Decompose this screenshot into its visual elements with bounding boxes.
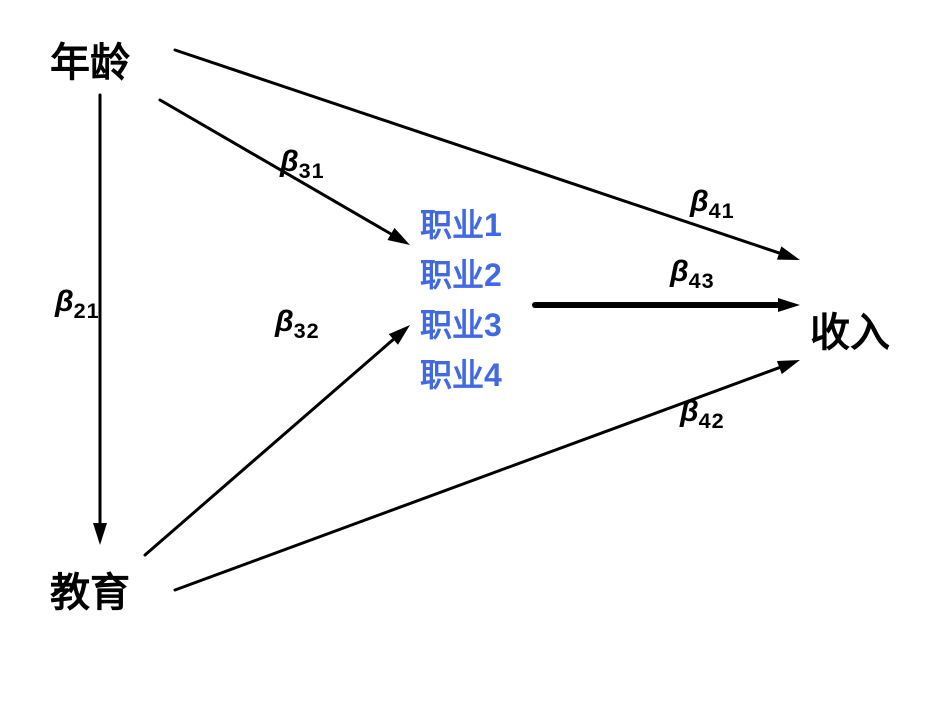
node-education-label: 教育 bbox=[50, 571, 130, 615]
node-occupation-3: 职业3 bbox=[420, 300, 502, 346]
edge-label-beta-41: β41 bbox=[690, 185, 735, 224]
edge-label-beta-21: β21 bbox=[55, 285, 100, 324]
edge-label-beta-32: β32 bbox=[275, 305, 320, 344]
arrowhead-e31 bbox=[387, 228, 410, 245]
node-income: 收入 bbox=[810, 300, 890, 358]
arrowhead-e43 bbox=[778, 298, 800, 312]
edge-e32 bbox=[145, 334, 400, 555]
node-occupation-2: 职业2 bbox=[420, 250, 502, 296]
edge-label-beta-42: β42 bbox=[680, 395, 725, 434]
edge-label-beta-43: β43 bbox=[670, 255, 715, 294]
edge-label-beta-31: β31 bbox=[280, 145, 325, 184]
node-occ1-label: 职业1 bbox=[420, 207, 502, 243]
node-education: 教育 bbox=[50, 560, 130, 618]
node-occupation-4: 职业4 bbox=[420, 350, 502, 396]
arrowhead-e42 bbox=[777, 360, 800, 374]
node-occupation-1: 职业1 bbox=[420, 200, 502, 246]
arrowhead-e41 bbox=[777, 246, 800, 260]
node-occ4-label: 职业4 bbox=[420, 357, 502, 393]
arrowhead-e21 bbox=[93, 523, 107, 545]
node-income-label: 收入 bbox=[810, 311, 890, 355]
arrowhead-e32 bbox=[389, 325, 410, 345]
node-age-label: 年龄 bbox=[50, 41, 130, 85]
node-age: 年龄 bbox=[50, 30, 130, 88]
node-occ3-label: 职业3 bbox=[420, 307, 502, 343]
node-occ2-label: 职业2 bbox=[420, 257, 502, 293]
